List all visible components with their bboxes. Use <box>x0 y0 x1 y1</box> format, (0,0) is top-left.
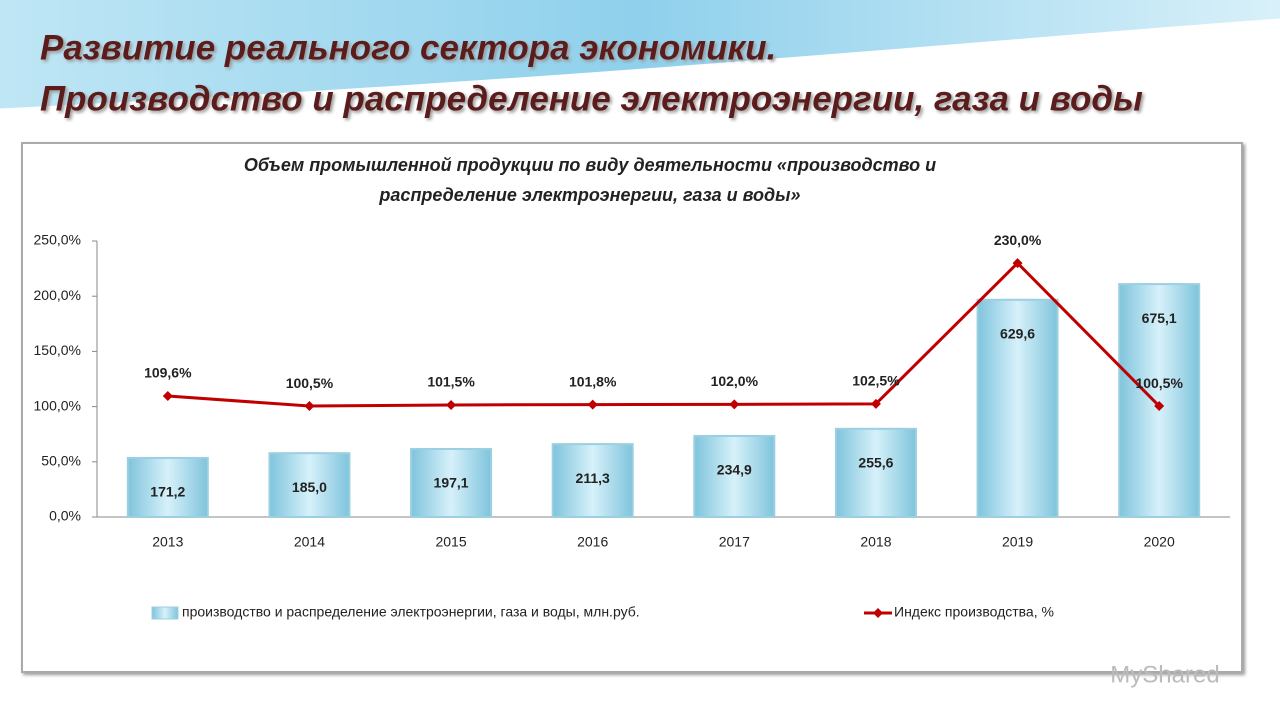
point <box>587 399 598 410</box>
point <box>1154 401 1165 412</box>
bar-label: 185,0 <box>292 479 327 495</box>
bar-label: 675,1 <box>1142 310 1177 326</box>
bar <box>410 448 493 518</box>
x-tick-label: 2016 <box>577 534 608 550</box>
x-tick-label: 2019 <box>1002 534 1033 550</box>
line-label: 230,0% <box>994 232 1042 248</box>
bar <box>268 452 351 518</box>
y-tick-label: 100,0% <box>34 397 81 413</box>
bar-label: 629,6 <box>1000 325 1035 341</box>
point <box>446 399 457 410</box>
line-label: 100,5% <box>286 375 334 391</box>
point <box>162 391 173 402</box>
line-label: 102,0% <box>711 373 759 389</box>
bar-label: 171,2 <box>150 484 185 500</box>
slide-title: Производство и распределение электроэнер… <box>40 79 1143 118</box>
y-tick-label: 150,0% <box>34 342 81 358</box>
bar <box>976 298 1059 518</box>
line-label: 100,5% <box>1135 375 1183 391</box>
line <box>167 260 1161 408</box>
bar-label: 234,9 <box>717 462 752 478</box>
legend-label: производство и распределение электроэнер… <box>182 604 640 620</box>
legend-swatch <box>873 608 883 618</box>
point <box>870 398 881 409</box>
y-tick-label: 250,0% <box>34 232 81 248</box>
bar <box>834 427 917 518</box>
legend-label: Индекс производства, % <box>894 604 1054 620</box>
x-tick-label: 2020 <box>1144 534 1175 550</box>
line-label: 101,8% <box>569 373 617 389</box>
point <box>729 399 740 410</box>
chart-frame <box>21 142 1243 673</box>
x-tick-label: 2013 <box>152 534 183 550</box>
bar <box>693 434 776 518</box>
bar-label: 211,3 <box>576 470 610 486</box>
x-tick-label: 2017 <box>719 534 750 550</box>
slide-title: Развитие реального сектора экономики. <box>40 28 776 67</box>
y-tick-label: 0,0% <box>49 508 81 524</box>
bar <box>551 443 634 518</box>
header-swoosh <box>0 0 1280 110</box>
bar-label: 255,6 <box>858 455 893 471</box>
line-label: 101,5% <box>427 374 475 390</box>
x-tick-label: 2014 <box>294 534 325 550</box>
bar <box>1118 283 1201 519</box>
watermark: MyShared <box>1110 661 1219 688</box>
x-tick-label: 2015 <box>435 534 466 550</box>
point <box>1012 258 1023 269</box>
swoosh-line <box>0 18 1280 112</box>
chart-title: распределение электроэнергии, газа и вод… <box>378 185 800 205</box>
bar-label: 197,1 <box>434 475 469 491</box>
bar <box>126 456 209 519</box>
line-label: 109,6% <box>144 365 192 381</box>
chart-title: Объем промышленной продукции по виду дея… <box>244 155 936 175</box>
legend-swatch <box>151 606 179 620</box>
point <box>304 401 315 412</box>
x-tick-label: 2018 <box>860 534 891 550</box>
line-label: 102,5% <box>852 373 900 389</box>
y-tick-label: 50,0% <box>41 453 81 469</box>
y-tick-label: 200,0% <box>34 287 81 303</box>
